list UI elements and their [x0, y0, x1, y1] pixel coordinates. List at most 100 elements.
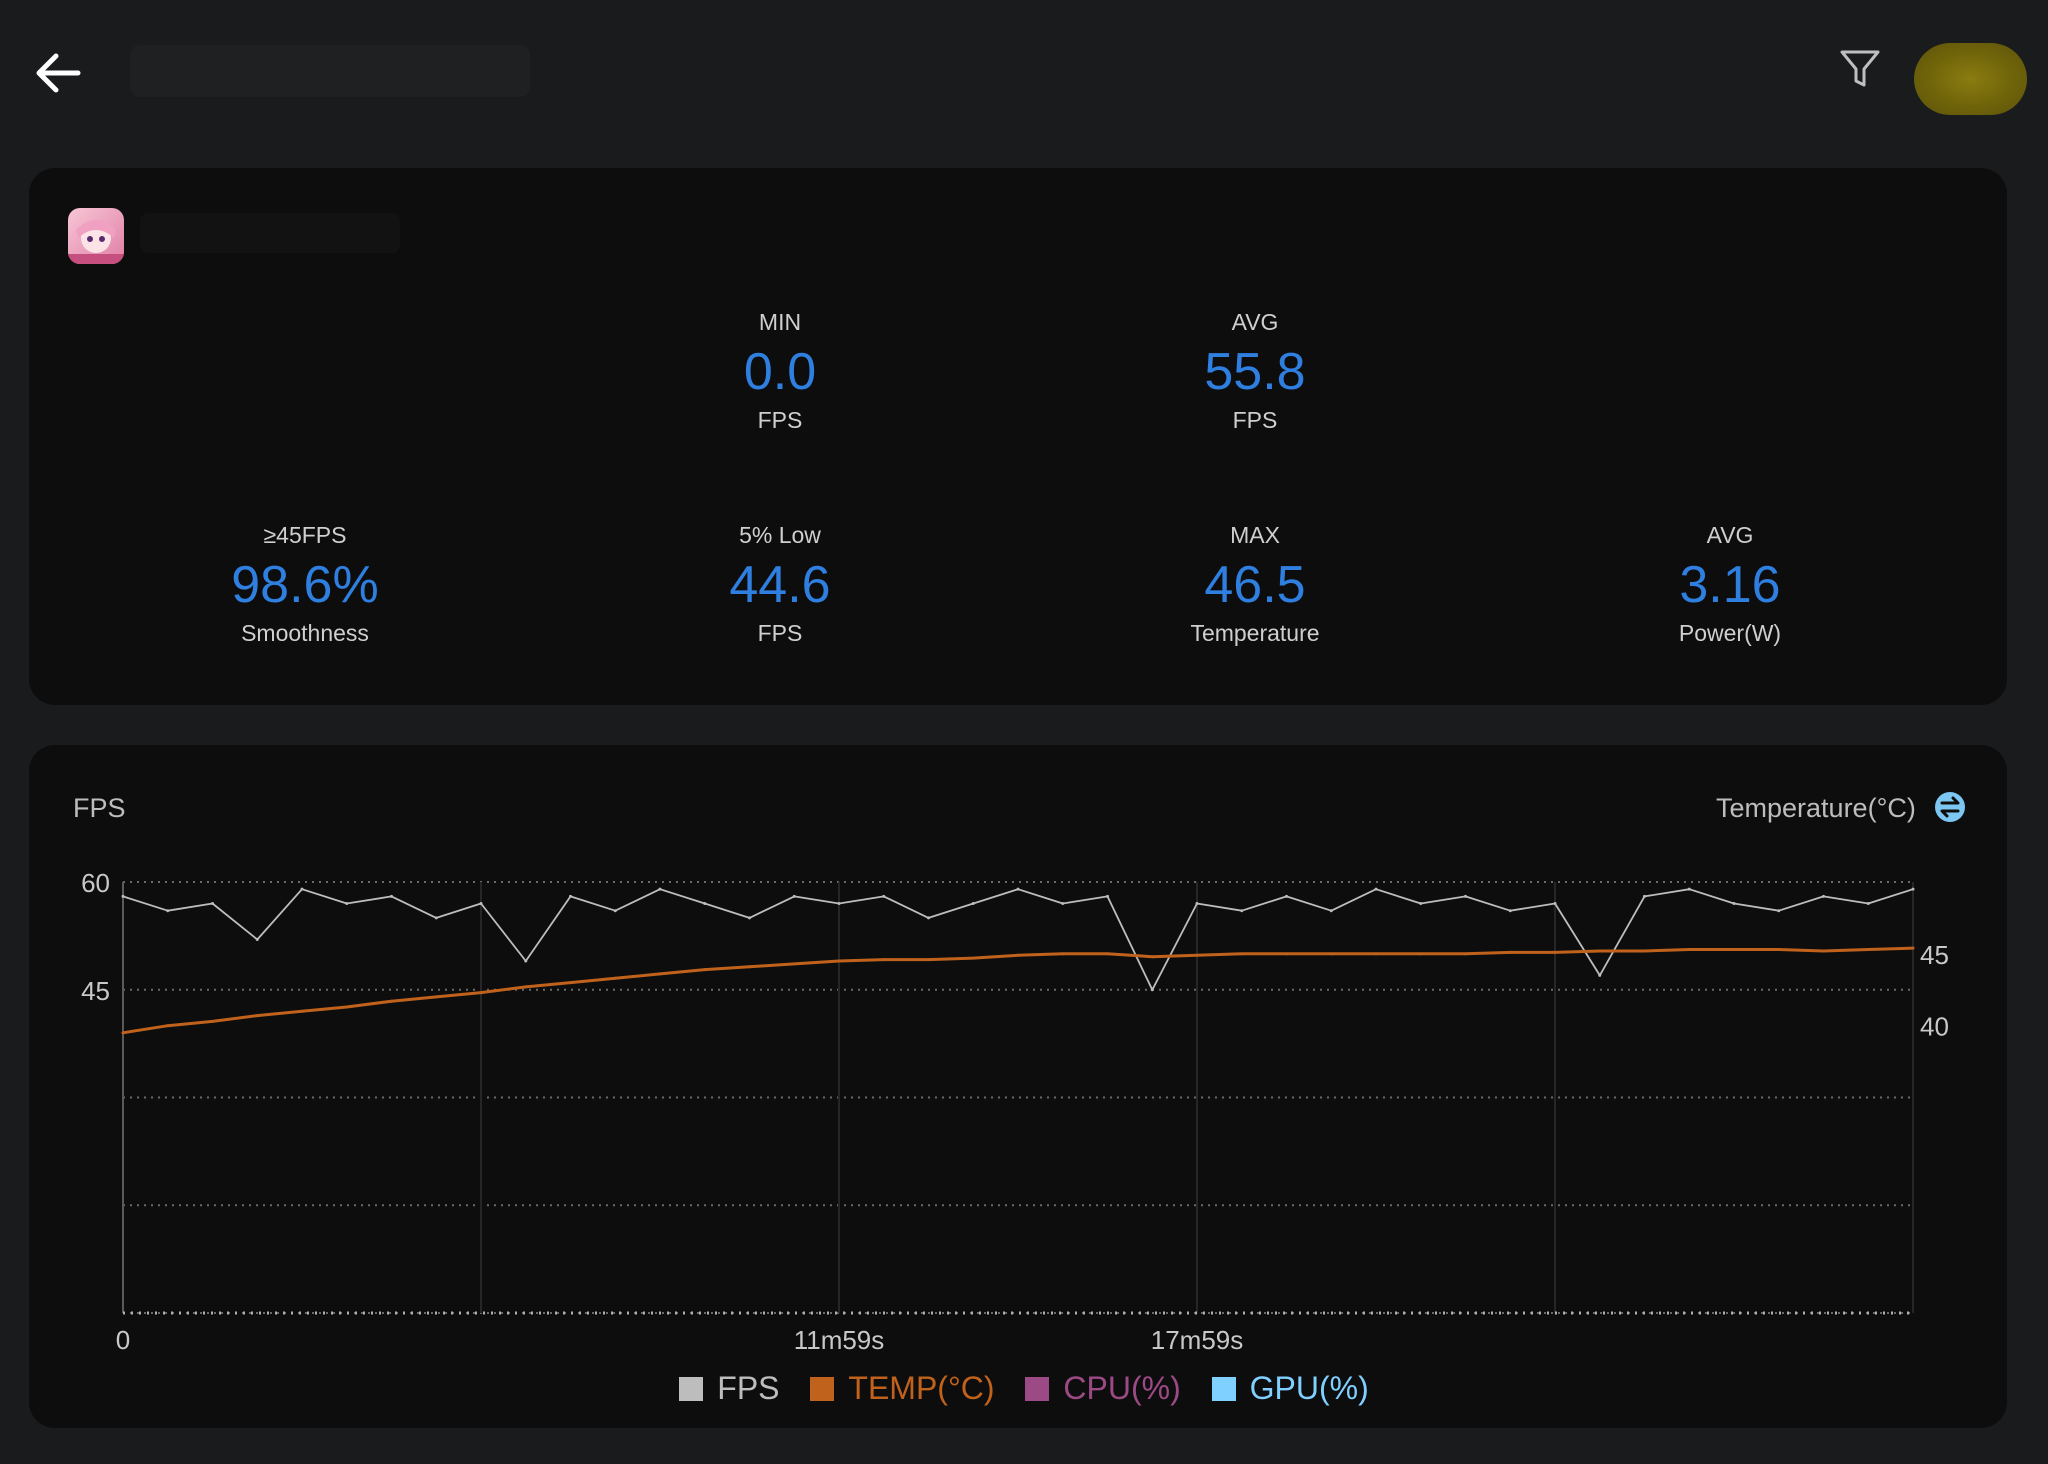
performance-summary-card — [29, 168, 2007, 705]
fps-data-point — [300, 887, 304, 891]
temperature-data-point — [1777, 948, 1781, 952]
temperature-data-point — [1150, 955, 1154, 959]
fps-data-point — [792, 894, 796, 898]
temperature-data-point — [1329, 952, 1333, 956]
fps-data-point — [658, 887, 662, 891]
stat-unit: Power(W) — [1678, 620, 1782, 646]
y-left-tick-label: 60 — [81, 868, 110, 898]
fps-data-point — [345, 902, 349, 906]
stat-label: ≥45FPS — [263, 522, 347, 548]
temperature-data-point — [837, 959, 841, 963]
fps-data-point — [1866, 902, 1870, 906]
chart-legend: FPS TEMP(°C) CPU(%) GPU(%) — [0, 1370, 2048, 1409]
legend-swatch — [810, 1376, 835, 1401]
temperature-data-point — [792, 962, 796, 966]
left-axis-title: FPS — [73, 793, 126, 823]
x-tick-label: 0 — [116, 1325, 130, 1355]
temperature-data-point — [1374, 952, 1378, 956]
fps-data-point — [1822, 894, 1825, 898]
stat-unit: FPS — [1232, 407, 1278, 433]
user-avatar[interactable] — [1914, 43, 2027, 115]
temperature-data-point — [211, 1019, 214, 1023]
temperature-data-point — [1061, 952, 1065, 956]
stat-label: MAX — [1230, 522, 1280, 548]
legend-swatch — [679, 1376, 704, 1401]
fps-data-point — [569, 894, 572, 898]
fps-data-point — [121, 894, 125, 898]
fps-data-point — [211, 902, 214, 906]
temperature-data-point — [166, 1024, 170, 1028]
legend-item-fps[interactable]: FPS — [679, 1370, 780, 1407]
fps-data-point — [1240, 909, 1244, 913]
temperature-data-point — [1195, 953, 1199, 957]
temperature-data-point — [1464, 952, 1467, 956]
stat-unit: FPS — [757, 620, 803, 646]
temperature-data-point — [1687, 948, 1691, 952]
top-bar — [0, 0, 2048, 140]
fps-data-point — [479, 902, 483, 906]
temperature-data-point — [300, 1009, 304, 1013]
legend-label: TEMP(°C) — [848, 1370, 995, 1406]
temperature-data-point — [1866, 948, 1870, 952]
temperature-data-point — [479, 991, 483, 995]
stat-value: 0.0 — [743, 343, 817, 401]
right-axis-title[interactable]: Temperature(°C) — [1716, 793, 1916, 823]
temperature-data-point — [613, 976, 617, 980]
fps-data-point — [1150, 988, 1154, 992]
legend-item-temp[interactable]: TEMP(°C) — [810, 1370, 995, 1407]
temperature-data-point — [121, 1031, 125, 1035]
fps-data-point — [1911, 887, 1915, 891]
stat-unit: FPS — [757, 407, 803, 433]
fps-data-point — [1508, 909, 1512, 913]
temperature-data-point — [1643, 949, 1646, 953]
fps-data-point — [1687, 887, 1691, 891]
stat-avg-power: AVG 3.16 Power(W) — [1530, 519, 1930, 649]
fps-data-point — [1374, 887, 1378, 891]
temperature-data-point — [658, 972, 662, 976]
temperature-data-point — [1732, 948, 1736, 952]
fps-data-point — [524, 959, 528, 963]
fps-data-point — [927, 916, 930, 920]
back-arrow-icon[interactable] — [26, 40, 92, 106]
fps-data-point — [1777, 909, 1781, 913]
temperature-data-point — [882, 958, 886, 962]
legend-item-cpu[interactable]: CPU(%) — [1025, 1370, 1181, 1407]
temperature-data-point — [569, 981, 572, 985]
stat-label: 5% Low — [739, 522, 821, 548]
fps-data-point — [1195, 902, 1199, 906]
legend-item-gpu[interactable]: GPU(%) — [1211, 1370, 1369, 1407]
temperature-data-point — [1285, 952, 1288, 956]
temperature-data-point — [255, 1014, 259, 1018]
y-right-tick-label: 40 — [1920, 1012, 1949, 1042]
stat-value: 44.6 — [729, 556, 831, 614]
temperature-data-point — [1911, 946, 1915, 950]
fps-data-point — [390, 894, 393, 898]
fps-data-point — [166, 909, 170, 913]
filter-icon[interactable] — [1836, 45, 1884, 93]
temperature-data-point — [748, 965, 751, 969]
performance-chart-card — [29, 745, 2007, 1428]
temperature-data-point — [1508, 950, 1512, 954]
fps-data-point — [748, 916, 751, 920]
fps-data-point — [1061, 902, 1065, 906]
fps-series-line — [122, 888, 1914, 991]
fps-data-point — [1643, 894, 1646, 898]
fps-data-point — [971, 902, 975, 906]
app-icon — [68, 208, 124, 264]
swap-axis-icon[interactable] — [1934, 791, 1966, 823]
stat-avg-fps: AVG 55.8 FPS — [1055, 306, 1455, 436]
fps-data-point — [1598, 973, 1602, 977]
fps-data-point — [1419, 902, 1423, 906]
fps-data-point — [1329, 909, 1333, 913]
fps-data-point — [613, 909, 617, 913]
x-tick-label: 11m59s — [794, 1325, 885, 1355]
stat-value: 55.8 — [1204, 343, 1306, 401]
fps-data-point — [1553, 902, 1557, 906]
stat-value: 46.5 — [1204, 556, 1306, 614]
y-right-tick-label: 45 — [1920, 940, 1949, 970]
temperature-data-point — [434, 995, 438, 999]
legend-swatch — [1211, 1376, 1236, 1401]
fps-data-point — [1464, 894, 1467, 898]
page-title-redacted — [130, 45, 530, 97]
